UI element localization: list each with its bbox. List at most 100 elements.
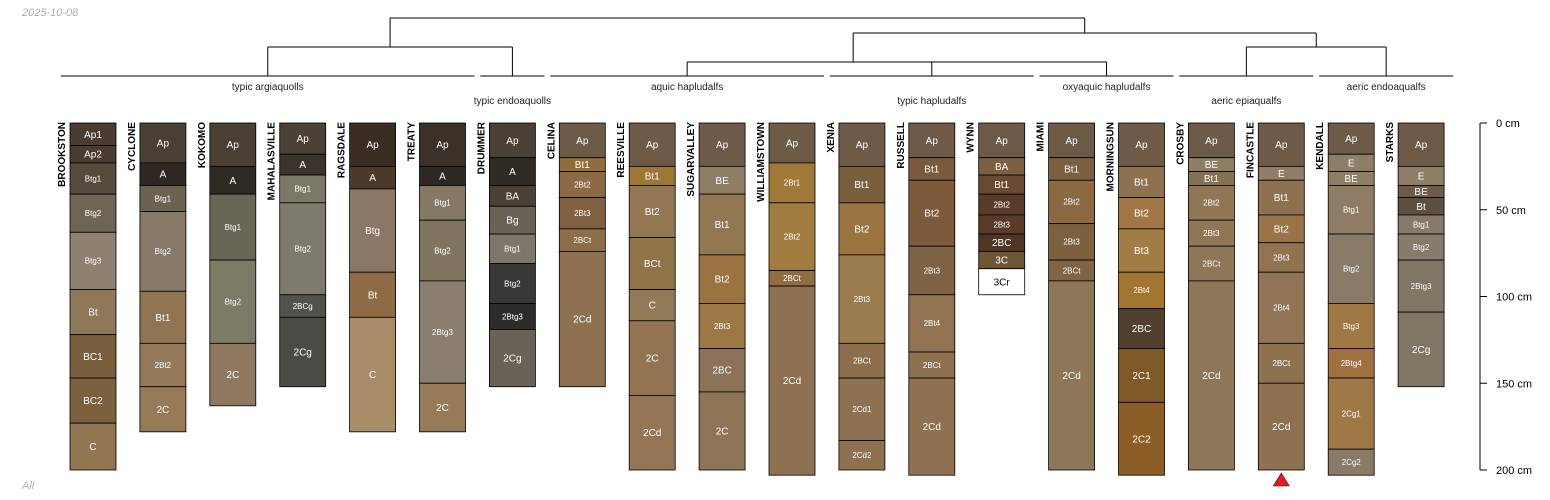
horizon-label: 2BCt: [783, 274, 802, 283]
horizon-label: 2Bt4: [924, 319, 941, 328]
horizon-label: 2BC: [712, 366, 731, 377]
horizon-2cd: [628, 394, 676, 471]
horizon-label: A: [160, 170, 167, 181]
horizon-btg1: [279, 174, 327, 204]
horizon-btg1: [1327, 185, 1375, 235]
horizon-2cd: [1188, 280, 1235, 471]
horizon-label: Bt: [88, 308, 98, 319]
horizon-2btg3: [488, 303, 536, 330]
horizon-label: 2Cd2: [852, 451, 872, 460]
horizon-bt2: [1257, 214, 1305, 244]
horizon-2cg1: [1327, 377, 1375, 450]
horizon-bt: [69, 289, 117, 336]
horizon-2btg4: [1327, 348, 1375, 379]
horizon-label: 2Cd: [573, 315, 591, 326]
horizon-label: Ap: [1275, 140, 1288, 151]
profile-name: KENDALL: [1315, 122, 1326, 170]
horizon-label: 2Btg4: [1341, 359, 1362, 368]
horizon-label: Bt2: [1274, 224, 1289, 235]
horizon-3cr: [978, 268, 1026, 296]
horizon-label: Btg1: [225, 223, 242, 232]
horizon-ap: [1048, 122, 1095, 159]
profile-williamstown: WILLIAMSTOWN Ap 2Bt1 2Bt2 2BCt 2Cd: [756, 122, 816, 476]
horizon-label: Bt1: [1204, 174, 1219, 185]
horizon-label: 3C: [995, 256, 1008, 267]
depth-tick-label: 100 cm: [1496, 292, 1532, 304]
horizon-label: Bt: [1416, 202, 1426, 213]
horizon-2cd2: [838, 440, 886, 471]
group-label-typic-argiaquolls: typic argiaquolls: [232, 82, 304, 93]
horizon-label: Bt2: [924, 209, 939, 220]
depth-tick-label: 50 cm: [1496, 205, 1526, 217]
horizon-btg2: [279, 202, 327, 296]
profile-reesville: REESVILLE Ap Bt1 Bt2 BCt C 2C 2Cd: [616, 122, 676, 471]
horizon-btg2: [69, 193, 117, 233]
horizon-label: Btg1: [155, 194, 172, 203]
horizon-label: Btg2: [225, 298, 242, 307]
horizon-btg1: [488, 233, 536, 264]
horizon-btg2: [1397, 233, 1445, 261]
profile-name: RAGSDALE: [337, 122, 348, 178]
horizon-2cd: [1257, 382, 1305, 471]
profile-treaty: TREATY Ap A Btg1 Btg2 2Btg3 2C: [407, 122, 466, 433]
horizon-label: 2Bt2: [1203, 199, 1220, 208]
horizon-label: Btg1: [1413, 220, 1430, 229]
profile-wynn: WYNN Ap BA Bt1 2Bt2 2Bt3 2BC 3C 3Cr: [966, 122, 1026, 296]
group-label-typic-endoaquolls: typic endoaquolls: [474, 96, 551, 107]
horizon-label: A: [439, 171, 446, 182]
horizon-label: 2BCt: [1203, 259, 1222, 268]
horizon-label: BE: [715, 176, 729, 187]
horizon-label: Btg1: [434, 199, 451, 208]
horizon-label: Bt1: [994, 180, 1009, 191]
horizon-label: Ap: [506, 136, 519, 147]
horizon-label: E: [1418, 171, 1425, 182]
horizon-label: 2Cd: [783, 376, 801, 387]
horizon-label: Btg2: [1343, 265, 1360, 274]
profile-ragsdale: RAGSDALE Ap A Btg Bt C: [337, 122, 397, 433]
profile-name: CROSBY: [1175, 122, 1186, 165]
group-label-aeric-endoaqualfs: aeric endoaqualfs: [1347, 82, 1426, 93]
horizon-label: Ap: [297, 134, 310, 145]
horizon-2cg: [279, 316, 327, 388]
horizon-label: A: [509, 167, 516, 178]
horizon-ap: [1188, 122, 1235, 159]
horizon-label: 2BCt: [853, 356, 872, 365]
horizon-label: 2Btg3: [1411, 282, 1432, 291]
depth-axis: 0 cm 50 cm 100 cm 150 cm 200 cm: [1479, 118, 1532, 477]
horizon-label: 2Cd: [1272, 422, 1290, 433]
horizon-label: Ap: [576, 136, 589, 147]
horizon-bt3: [1118, 228, 1165, 273]
depth-tick-label: 200 cm: [1496, 465, 1532, 477]
horizon-btg1: [69, 162, 117, 195]
horizon-btg1: [139, 185, 187, 212]
horizon-ap: [349, 122, 397, 167]
horizon-label: Bt1: [575, 160, 590, 171]
horizon-bt: [349, 271, 397, 318]
horizon-btg1: [209, 193, 257, 261]
group-label-aquic-hapludalfs: aquic hapludalfs: [651, 82, 723, 93]
horizon-label: Bt1: [1064, 164, 1079, 175]
horizon-2cd: [768, 285, 816, 476]
horizon-label: 2Bt3: [1203, 229, 1220, 238]
horizon-2bt2: [139, 342, 187, 388]
profile-celina: CELINA Ap Bt1 2Bt2 2Bt3 2BCt 2Cd: [546, 122, 606, 388]
horizon-label: Ap: [646, 140, 659, 151]
horizon-label: 2BCt: [923, 361, 942, 370]
horizon-label: Ap: [1205, 136, 1218, 147]
horizon-2bt3: [908, 245, 956, 296]
horizon-label: Ap: [1065, 136, 1078, 147]
horizon-label: 2BC: [1132, 324, 1151, 335]
horizon-label: 2Cd: [1062, 371, 1080, 382]
horizon-label: A: [299, 160, 306, 171]
horizon-label: Btg2: [504, 279, 521, 288]
horizon-ap: [838, 122, 886, 167]
profile-name: STARKS: [1385, 122, 1396, 163]
horizon-2bc: [1118, 308, 1165, 349]
profile-name: KOKOMO: [197, 122, 208, 168]
horizon-label: 2BCg: [293, 302, 313, 311]
horizon-label: Bt1: [1134, 177, 1149, 188]
horizon-label: C: [89, 442, 96, 453]
horizon-btg3: [1327, 303, 1375, 349]
horizon-2bct: [908, 351, 956, 379]
horizon-label: BCt: [644, 259, 661, 270]
